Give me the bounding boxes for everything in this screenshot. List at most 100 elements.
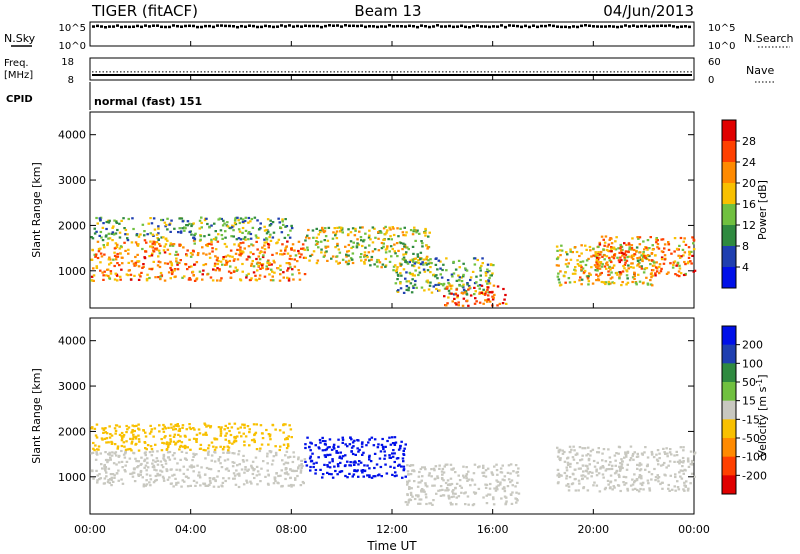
range-cell xyxy=(467,284,471,288)
range-cell xyxy=(294,477,297,480)
range-cell xyxy=(640,475,643,478)
range-cell xyxy=(614,464,617,467)
range-cell xyxy=(460,491,463,494)
range-cell xyxy=(110,232,114,235)
range-cell xyxy=(109,270,113,273)
range-cell xyxy=(289,266,292,269)
range-cell xyxy=(607,270,610,273)
range-cell xyxy=(646,456,650,459)
range-cell xyxy=(693,453,696,456)
range-cell xyxy=(245,274,249,277)
range-cell xyxy=(660,267,663,270)
range-cell xyxy=(165,443,169,446)
range-cell xyxy=(597,261,601,264)
noise-sample xyxy=(136,24,139,28)
range-cell xyxy=(443,295,446,298)
range-cell xyxy=(682,273,686,277)
range-cell xyxy=(605,255,609,258)
range-cell xyxy=(364,258,367,261)
range-cell xyxy=(91,237,95,240)
range-cell xyxy=(446,489,449,492)
range-cell xyxy=(346,250,349,253)
range-cell xyxy=(608,256,611,259)
range-cell xyxy=(649,263,652,266)
range-cell xyxy=(107,219,110,222)
range-cell xyxy=(232,270,236,273)
range-cell xyxy=(284,249,287,252)
range-cell xyxy=(488,300,492,303)
range-cell xyxy=(209,426,212,429)
range-cell xyxy=(285,447,289,450)
range-cell xyxy=(473,293,476,296)
range-cell xyxy=(494,489,498,492)
range-cell xyxy=(172,428,175,431)
range-cell xyxy=(225,263,228,266)
freq-label-2: [MHz] xyxy=(4,70,33,81)
range-cell xyxy=(218,456,222,459)
range-cell xyxy=(577,479,581,482)
range-cell xyxy=(295,469,298,472)
range-cell xyxy=(196,253,200,257)
range-cell xyxy=(194,232,197,235)
range-cell xyxy=(227,439,231,443)
noise-sample xyxy=(276,25,279,28)
range-cell xyxy=(186,268,189,271)
range-cell xyxy=(116,279,119,282)
range-cell xyxy=(220,234,224,237)
range-cell xyxy=(374,236,377,239)
velocity-colorbar-label: Velocity [m s-1] xyxy=(755,374,770,457)
range-cell xyxy=(150,430,153,433)
range-cell xyxy=(282,443,286,446)
range-cell xyxy=(198,476,202,479)
range-cell xyxy=(127,261,130,264)
range-cell xyxy=(658,263,662,266)
range-cell xyxy=(339,451,342,454)
range-cell xyxy=(239,278,242,281)
range-cell xyxy=(449,463,453,466)
range-cell xyxy=(219,229,223,232)
range-cell xyxy=(125,431,128,434)
range-cell xyxy=(192,465,195,468)
noise-sample xyxy=(488,25,491,29)
range-cell xyxy=(267,259,270,262)
range-cell xyxy=(314,472,317,475)
noise-sample xyxy=(420,24,423,27)
range-cell xyxy=(199,238,202,241)
range-cell xyxy=(122,434,126,437)
range-cell xyxy=(254,431,258,434)
range-cell xyxy=(180,217,184,220)
range-cell xyxy=(488,277,491,280)
range-cell xyxy=(261,266,264,270)
range-cell xyxy=(607,483,610,486)
range-cell xyxy=(399,444,402,448)
range-cell xyxy=(658,452,661,455)
range-cell xyxy=(625,453,628,456)
range-cell xyxy=(614,240,617,243)
range-cell xyxy=(334,232,338,235)
noise-sample xyxy=(288,24,291,27)
range-cell xyxy=(186,224,190,227)
range-cell xyxy=(154,474,158,478)
range-cell xyxy=(326,259,329,262)
range-cell xyxy=(234,483,238,486)
range-cell xyxy=(360,445,364,448)
noise-sample xyxy=(376,25,379,29)
range-cell xyxy=(642,251,645,254)
range-cell xyxy=(397,274,400,277)
range-cell xyxy=(631,452,635,456)
range-cell xyxy=(162,479,166,482)
range-cell xyxy=(560,474,563,477)
range-cell xyxy=(351,475,354,478)
range-cell xyxy=(124,470,127,473)
range-cell xyxy=(207,453,210,456)
range-cell xyxy=(563,471,567,475)
range-cell xyxy=(256,269,259,272)
range-cell xyxy=(651,284,654,287)
colorbar-segment xyxy=(722,204,736,226)
range-cell xyxy=(502,486,506,489)
range-cell xyxy=(629,445,633,448)
range-cell xyxy=(638,256,642,259)
range-cell xyxy=(565,477,568,480)
range-cell xyxy=(336,242,339,245)
range-cell xyxy=(280,231,284,234)
